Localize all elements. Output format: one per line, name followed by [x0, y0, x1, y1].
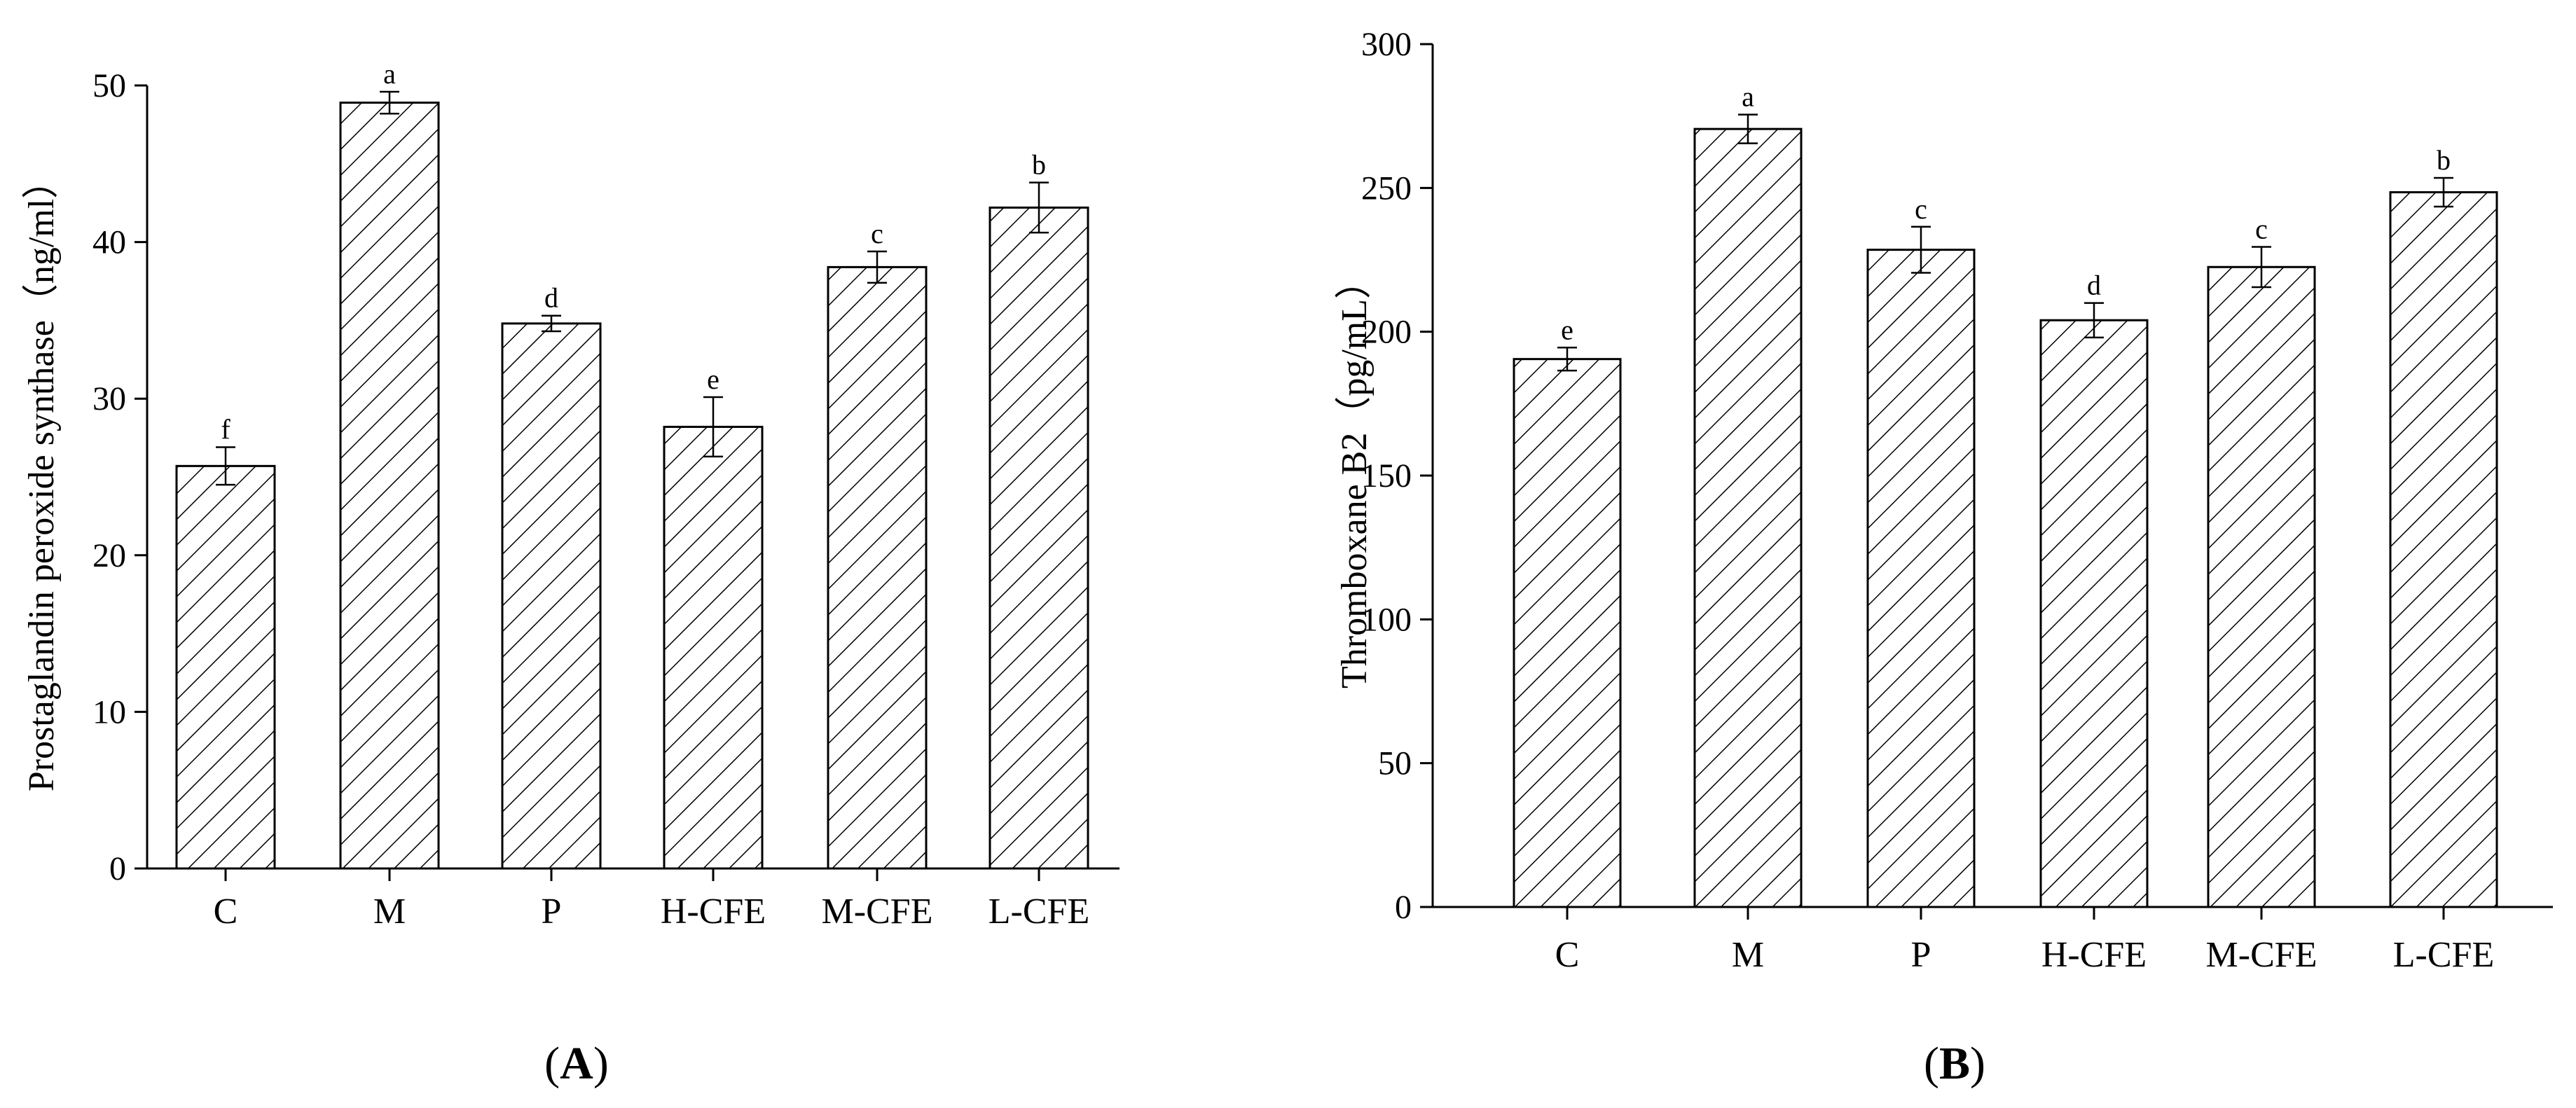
- category-label: H-CFE: [661, 892, 766, 932]
- y-tick-label: 20: [92, 537, 126, 574]
- y-tick-label: 150: [1361, 457, 1412, 494]
- significance-label: a: [383, 58, 396, 90]
- y-tick-label: 0: [109, 850, 126, 887]
- significance-label: d: [544, 282, 558, 314]
- panel-label: (A): [544, 1038, 609, 1089]
- bar: [339, 102, 440, 870]
- significance-label: b: [1032, 149, 1046, 181]
- bar: [175, 464, 276, 870]
- y-tick-label: 40: [92, 224, 126, 261]
- bar: [501, 322, 602, 870]
- significance-label: c: [1915, 193, 1927, 225]
- significance-label: c: [2255, 214, 2268, 245]
- panel-label-open: (: [1924, 1038, 1939, 1089]
- significance-label: b: [2437, 144, 2451, 176]
- y-axis-title: Thromboxane B2（pg/mL）: [1335, 263, 1375, 688]
- y-tick-label: 30: [92, 380, 126, 417]
- significance-label: c: [871, 218, 883, 249]
- y-tick-label: 200: [1361, 314, 1412, 351]
- y-tick-label: 300: [1361, 26, 1412, 63]
- category-label: M: [1732, 935, 1764, 975]
- significance-label: f: [221, 414, 230, 445]
- bar: [1693, 127, 1803, 908]
- category-label: M: [373, 892, 406, 932]
- bar: [2389, 191, 2498, 908]
- y-tick-label: 50: [1378, 745, 1412, 782]
- panel-label-letter: A: [560, 1038, 593, 1089]
- category-label: L-CFE: [989, 892, 1089, 932]
- bar: [2207, 265, 2316, 908]
- significance-label: d: [2087, 270, 2101, 301]
- chart-b: 0 50 100 150 200 250 300 e Ca Mc Pd H-CFE c M-CFE b L-…: [1335, 26, 2553, 1089]
- category-label: C: [1555, 935, 1580, 975]
- category-label: P: [542, 892, 562, 932]
- bar: [2039, 319, 2149, 908]
- chart-a: 0 10 20 30 40 50 f Ca Md Pe H-CFE c M-CFE b L-CFE Pro…: [22, 58, 1120, 1089]
- panel-label-close: ): [593, 1038, 609, 1089]
- category-label: P: [1911, 935, 1931, 975]
- panel-label-letter: B: [1939, 1038, 1970, 1089]
- y-tick-label: 10: [92, 693, 126, 730]
- bar: [1513, 358, 1622, 908]
- y-tick-label: 0: [1395, 889, 1412, 926]
- panel-label-open: (: [544, 1038, 560, 1089]
- bar: [663, 425, 764, 870]
- panel-label-close: ): [1970, 1038, 1985, 1089]
- category-label: M-CFE: [2206, 935, 2317, 975]
- y-tick-label: 100: [1361, 601, 1412, 638]
- bar: [989, 206, 1089, 870]
- category-label: C: [214, 892, 238, 932]
- bar: [1866, 249, 1976, 908]
- y-axis-title: Prostaglandin peroxide synthase（ng/ml）: [22, 162, 62, 791]
- significance-label: a: [1742, 81, 1754, 113]
- category-label: L-CFE: [2393, 935, 2494, 975]
- panel-label: (B): [1924, 1038, 1985, 1089]
- category-label: M-CFE: [822, 892, 933, 932]
- significance-label: e: [1561, 314, 1573, 345]
- significance-label: e: [707, 363, 719, 395]
- category-label: H-CFE: [2041, 935, 2147, 975]
- y-tick-label: 250: [1361, 169, 1412, 207]
- bar: [827, 265, 928, 870]
- y-tick-label: 50: [92, 67, 126, 104]
